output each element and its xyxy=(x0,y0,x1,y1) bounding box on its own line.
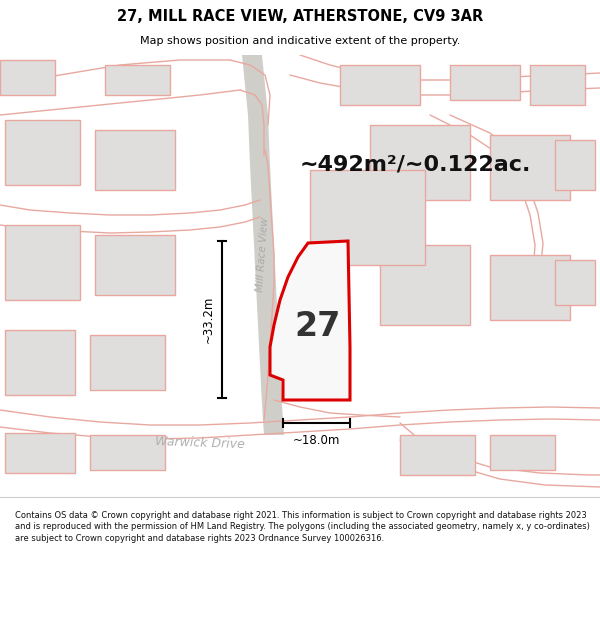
Text: Contains OS data © Crown copyright and database right 2021. This information is : Contains OS data © Crown copyright and d… xyxy=(15,511,590,543)
Text: Warwick Drive: Warwick Drive xyxy=(155,435,245,451)
Bar xyxy=(340,65,420,105)
Bar xyxy=(490,255,570,320)
Bar xyxy=(95,235,175,295)
Bar xyxy=(5,330,75,395)
Bar xyxy=(490,135,570,200)
Text: Mill Race View: Mill Race View xyxy=(256,217,271,292)
Bar xyxy=(555,140,595,190)
Bar xyxy=(95,130,175,190)
Bar xyxy=(90,335,165,390)
Bar xyxy=(400,435,475,475)
Bar xyxy=(105,65,170,95)
Text: ~492m²/~0.122ac.: ~492m²/~0.122ac. xyxy=(300,155,532,175)
Text: ~18.0m: ~18.0m xyxy=(293,434,340,447)
Text: ~33.2m: ~33.2m xyxy=(202,296,215,343)
Bar xyxy=(530,65,585,105)
Text: 27: 27 xyxy=(295,311,341,344)
Bar xyxy=(310,170,425,265)
Bar xyxy=(380,245,470,325)
Bar xyxy=(5,120,80,185)
Bar xyxy=(5,433,75,473)
Bar xyxy=(0,60,55,95)
Text: 27, MILL RACE VIEW, ATHERSTONE, CV9 3AR: 27, MILL RACE VIEW, ATHERSTONE, CV9 3AR xyxy=(117,9,483,24)
Bar xyxy=(370,125,470,200)
Bar xyxy=(5,225,80,300)
Bar xyxy=(450,65,520,100)
Polygon shape xyxy=(242,55,284,435)
Polygon shape xyxy=(270,241,350,400)
Text: Map shows position and indicative extent of the property.: Map shows position and indicative extent… xyxy=(140,36,460,46)
Bar xyxy=(555,260,595,305)
Bar xyxy=(490,435,555,470)
Bar xyxy=(90,435,165,470)
